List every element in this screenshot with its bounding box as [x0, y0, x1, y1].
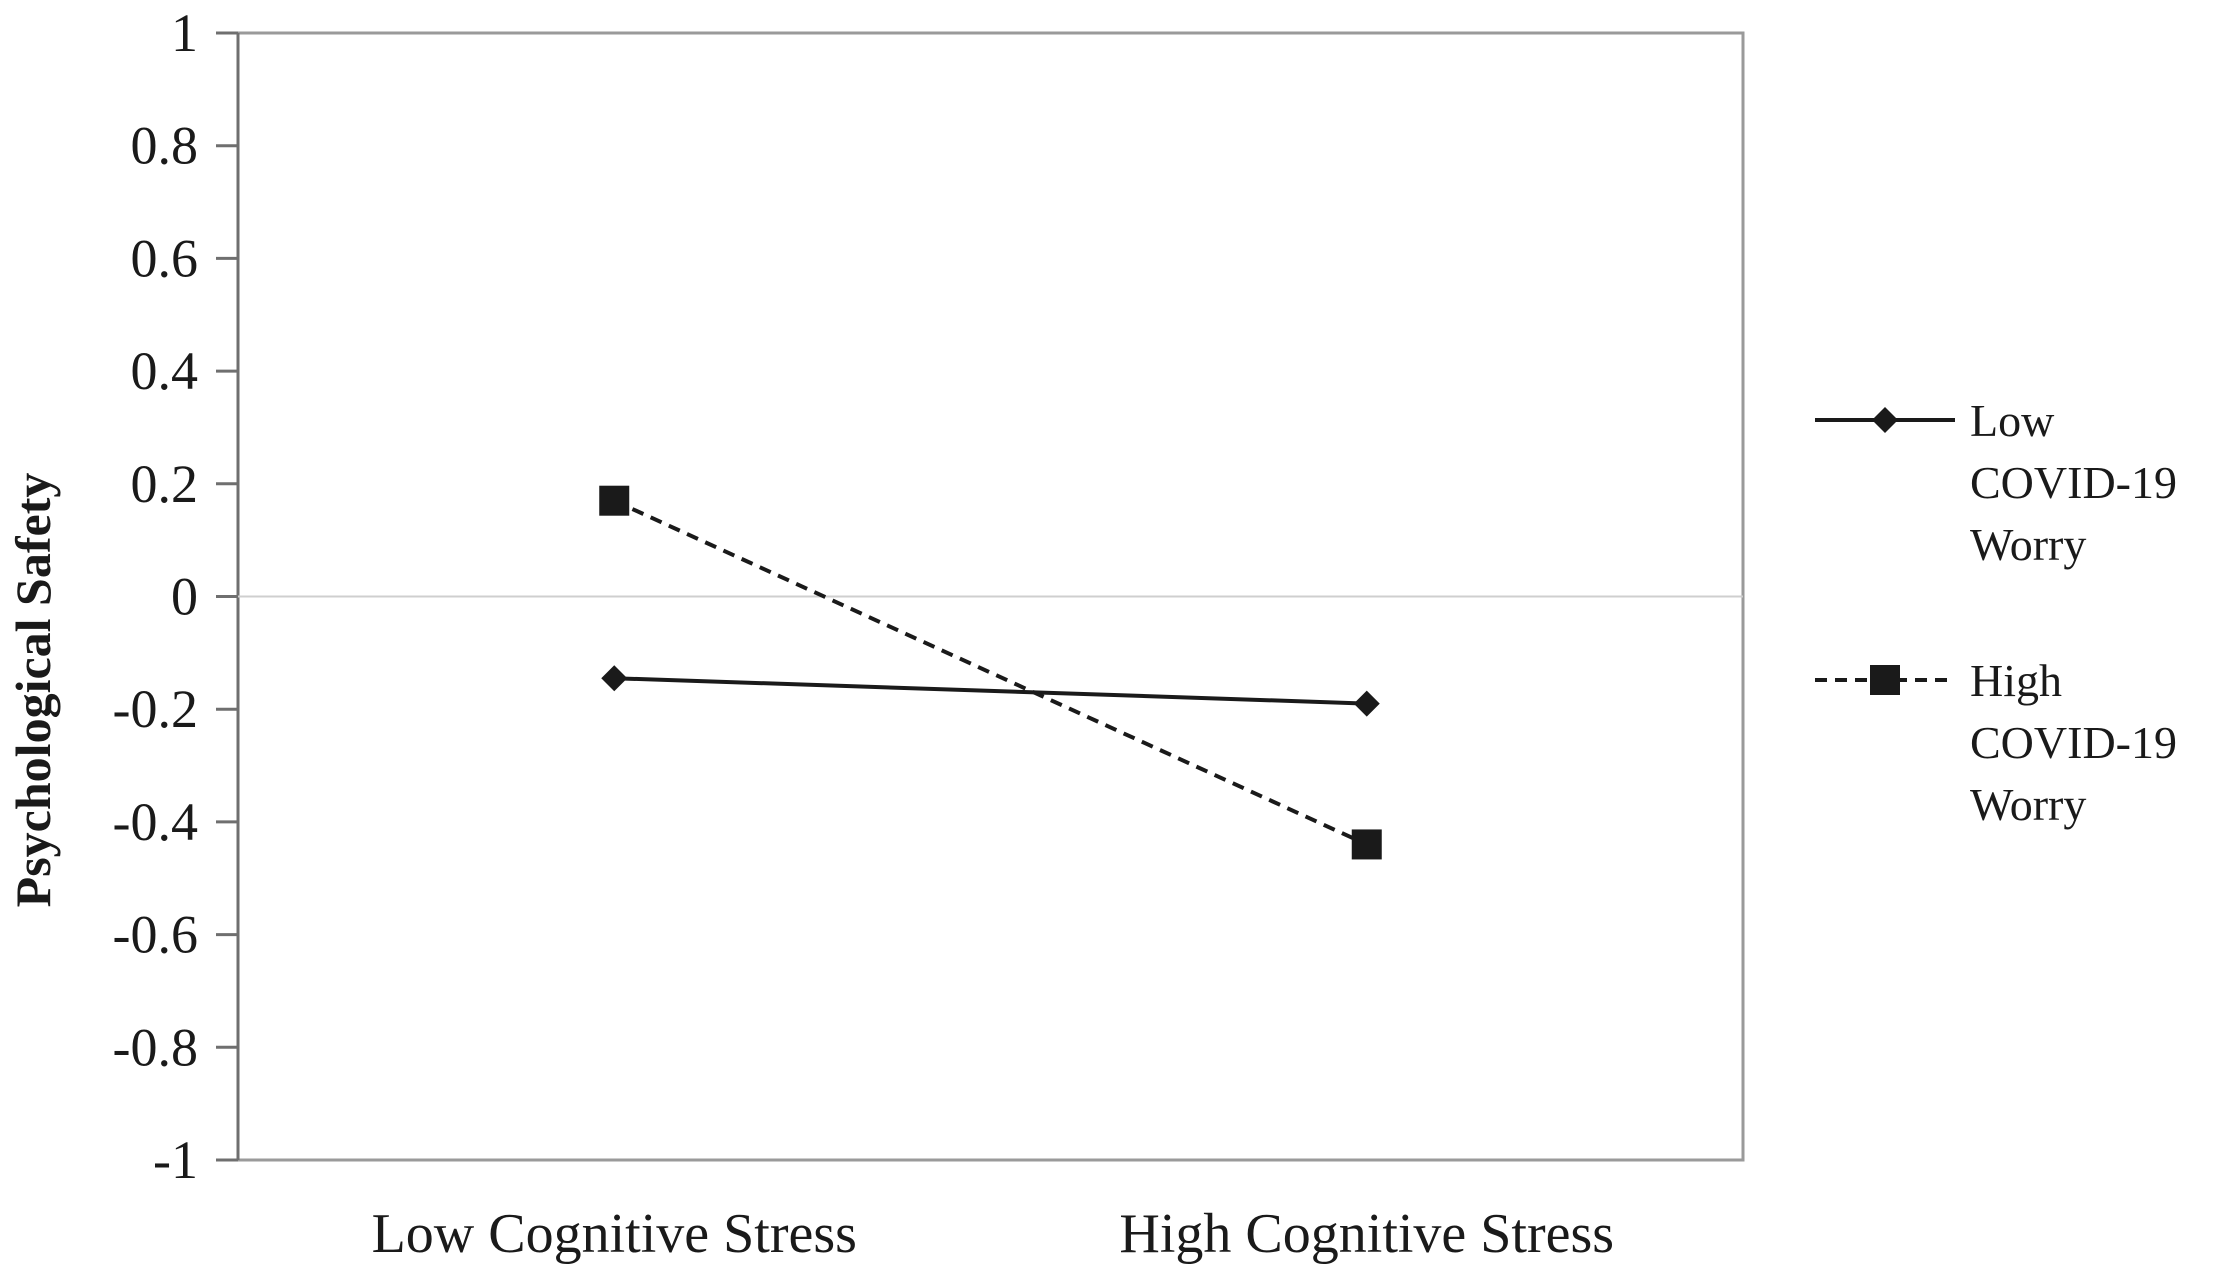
series-line [613, 498, 1368, 847]
legend-label: Low [1970, 395, 2055, 446]
legend-label: Worry [1970, 519, 2086, 570]
y-axis-title: Psychological Safety [5, 473, 61, 908]
y-tick-label: -0.8 [113, 1017, 198, 1077]
y-axis: 1 0.8 0.6 0.4 0.2 0 -0.2 -0.4 -0.6 -0.8 -1 [113, 3, 240, 1190]
y-tick-label: 0.6 [131, 228, 199, 288]
data-point [1351, 829, 1382, 860]
legend-marker [1872, 407, 1898, 433]
legend-entry-1: Low COVID-19 Worry [1815, 395, 2177, 570]
y-tick-label: 0.8 [131, 116, 199, 176]
series-2 [599, 485, 1382, 860]
legend-label: COVID-19 [1970, 717, 2177, 768]
y-tick-label: 0.2 [131, 454, 199, 514]
y-tick-label: -0.6 [113, 905, 198, 965]
legend: Low COVID-19 Worry High COVID-19 Worry [1815, 395, 2177, 830]
legend-label: COVID-19 [1970, 457, 2177, 508]
y-tick-label: 1 [171, 3, 198, 63]
series-line [614, 676, 1367, 706]
y-tick-label: -0.4 [113, 792, 198, 852]
x-axis: Low Cognitive Stress High Cognitive Stres… [238, 595, 1743, 1265]
series-layer [599, 485, 1382, 860]
data-point [1353, 690, 1380, 717]
data-point [599, 485, 630, 516]
x-category-label: Low Cognitive Stress [372, 1203, 857, 1265]
series-1 [601, 665, 1380, 717]
legend-label: High [1970, 655, 2062, 706]
data-point [601, 665, 628, 692]
y-tick-label: 0.4 [131, 341, 199, 401]
legend-label: Worry [1970, 779, 2086, 830]
y-tick-label: 0 [171, 567, 198, 627]
x-category-label: High Cognitive Stress [1119, 1203, 1614, 1265]
legend-marker [1870, 665, 1900, 695]
y-tick-label: -1 [153, 1130, 198, 1190]
y-tick-label: -0.2 [113, 679, 198, 739]
legend-entry-2: High COVID-19 Worry [1815, 655, 2177, 830]
